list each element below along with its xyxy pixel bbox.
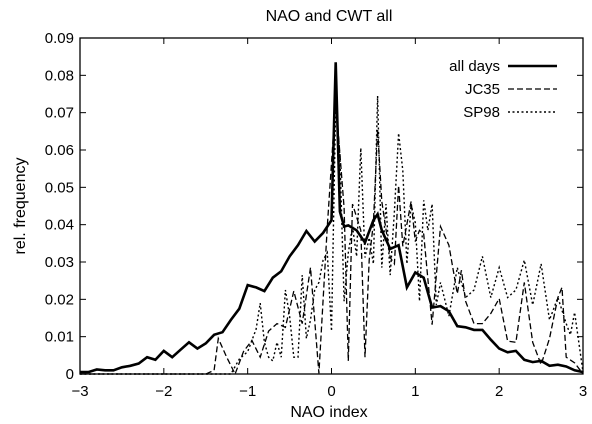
y-tick-label: 0.02 [45, 291, 74, 308]
legend: all days JC35 SP98 [449, 58, 557, 121]
legend-label-jc35: JC35 [465, 81, 500, 98]
x-tick-label: 3 [579, 383, 587, 400]
x-tick-label: −2 [155, 383, 172, 400]
y-tick-label: 0.06 [45, 142, 74, 159]
y-tick-label: 0.08 [45, 67, 74, 84]
chart-title: NAO and CWT all [266, 8, 393, 25]
series-line-jc35 [80, 99, 584, 376]
y-tick-label: 0.09 [45, 30, 74, 47]
x-tick-label: −3 [71, 383, 88, 400]
y-axis-label: rel. frequency [12, 158, 29, 255]
series-line-sp98 [80, 95, 584, 375]
x-tick-label: 1 [411, 383, 419, 400]
x-axis-label: NAO index [290, 404, 367, 421]
series-lines [80, 62, 584, 376]
series-line-all-days [80, 62, 584, 374]
y-tick-label: 0.01 [45, 329, 74, 346]
x-tick-label: 0 [327, 383, 335, 400]
x-tick-label: −1 [239, 383, 256, 400]
legend-label-all-days: all days [449, 58, 500, 75]
legend-label-sp98: SP98 [463, 104, 500, 121]
y-tick-label: 0 [66, 366, 74, 383]
plot-frame [79, 37, 584, 375]
x-tick-label: 2 [495, 383, 503, 400]
y-tick-label: 0.03 [45, 254, 74, 271]
y-tick-label: 0.04 [45, 217, 74, 234]
y-tick-label: 0.07 [45, 105, 74, 122]
y-tick-label: 0.05 [45, 179, 74, 196]
axis-ticks: −3 −2 −1 0 1 2 3 0 0.01 0.02 0.03 0.04 0.05 0.06 0.07 0… [45, 30, 587, 400]
